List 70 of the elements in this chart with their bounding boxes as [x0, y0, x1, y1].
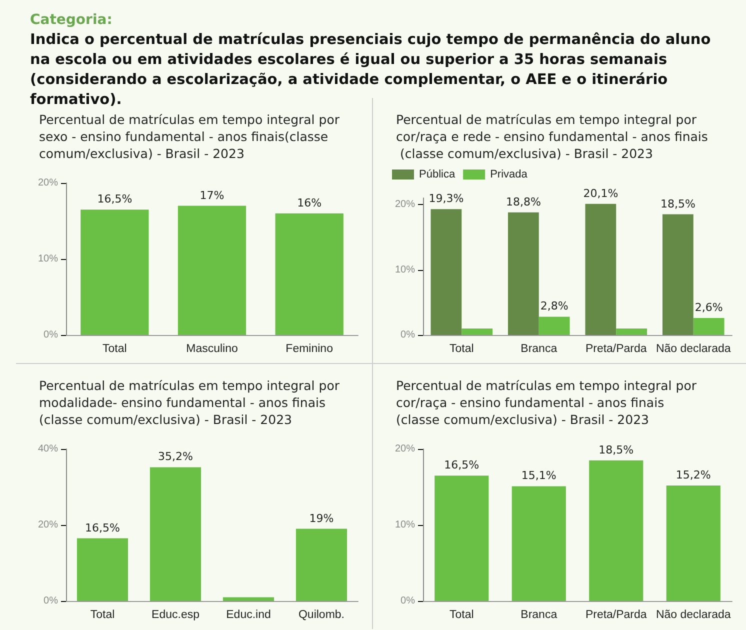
y-tick-label: 10% [394, 520, 416, 530]
data-label: 15,1% [521, 469, 556, 482]
y-tick-label: 0% [400, 330, 416, 340]
data-label: 17% [200, 188, 224, 202]
bar [616, 328, 648, 335]
bar [296, 528, 348, 601]
text: Categoria: [30, 12, 114, 28]
x-tick-label: Não declarada [656, 609, 732, 621]
y-tick-label: 20% [394, 444, 416, 454]
y-tick-label: 20% [38, 520, 58, 530]
data-label: 18,5% [598, 443, 634, 456]
bar [462, 328, 493, 335]
data-label: 18,5% [660, 197, 696, 210]
bar [76, 538, 128, 601]
bar [512, 486, 566, 601]
y-tick-label: 10% [38, 254, 58, 264]
bar [662, 214, 694, 335]
legend-label: Pública [419, 168, 456, 180]
data-label: 16,5% [85, 521, 120, 534]
y-tick-label: 40% [38, 444, 58, 454]
x-tick-label: Educ.ind [226, 609, 271, 621]
data-label: 16,5% [444, 458, 480, 472]
data-label: 19,3% [428, 192, 464, 206]
x-tick-label: Total [90, 609, 115, 621]
x-tick-label: Total [449, 609, 474, 621]
x-tick-label: Quilomb. [298, 609, 345, 621]
x-tick-label: Branca [520, 343, 558, 355]
bar [434, 476, 489, 601]
x-tick-label: Masculino [186, 343, 238, 355]
bar [538, 316, 570, 335]
x-tick-label: Branca [520, 609, 558, 621]
bar [150, 467, 202, 601]
data-label: 20,1% [583, 186, 618, 200]
chart-title: Percentual de matrículas em tempo integral por cor/raça - ensino fundamental - anos finais (classe comum/exclusiva) - Brasil - 2023 [396, 378, 700, 427]
bar [80, 210, 149, 335]
y-tick-label: 10% [394, 264, 416, 276]
x-tick-label: Preta/Parda [585, 343, 648, 355]
y-tick-label: 0% [400, 596, 416, 606]
data-label: 18,8% [506, 195, 541, 208]
bar [589, 460, 644, 601]
legend-label: Privada [490, 168, 528, 180]
y-tick-label: 0% [44, 596, 58, 606]
x-tick-label: Não declarada [656, 343, 732, 355]
bar [585, 204, 616, 335]
data-label: 16% [297, 196, 322, 210]
bar [178, 206, 246, 335]
chart-title: Percentual de matrículas em tempo integral por sexo - ensino fundamental - anos finais(classe comum/exclusiva) - Brasil - 2023 [39, 112, 344, 161]
x-tick-label: Educ.esp [152, 609, 200, 621]
y-tick-label: 20% [38, 178, 58, 188]
data-label: 19% [309, 512, 334, 525]
bar [666, 485, 720, 601]
y-tick-label: 0% [44, 330, 58, 340]
data-label: 2,6% [694, 301, 723, 314]
bar [275, 213, 344, 335]
data-label: 2,8% [540, 300, 568, 313]
text: Indica o percentual de matrículas presenciais cujo tempo de permanência do aluno na escola ou em atividades escolares é igual ou superior a 35 horas semanais (considerando a escolarização, a atividade complementar, o AEE e o itinerário formativo). [30, 31, 712, 110]
data-label: 15,2% [676, 468, 711, 482]
bar [693, 318, 724, 335]
x-tick-label: Total [102, 343, 127, 355]
y-tick-label: 20% [394, 199, 416, 210]
bar [508, 212, 539, 335]
bar [430, 209, 462, 335]
x-tick-label: Preta/Parda [585, 609, 648, 621]
x-tick-label: Total [449, 343, 474, 355]
x-tick-label: Feminino [286, 343, 333, 355]
data-label: 16,5% [97, 192, 132, 206]
chart-title: Percentual de matrículas em tempo integral por cor/raça e rede - ensino fundamental - anos finais (classe comum/exclusiva) - Brasil - 2023 [396, 112, 708, 161]
bar [222, 597, 274, 601]
data-label: 35,2% [158, 450, 193, 464]
chart-title: Percentual de matrículas em tempo integral por modalidade- ensino fundamental - anos finais (classe comum/exclusiva) - Brasil - 2023 [39, 378, 344, 427]
